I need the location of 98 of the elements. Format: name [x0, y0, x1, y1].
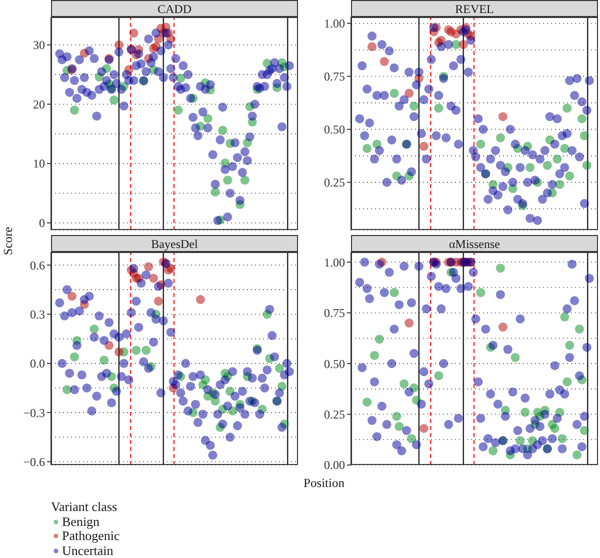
point [174, 106, 183, 115]
y-tick-label: 1.00 [324, 16, 345, 31]
y-tick-label: −0.3 [23, 406, 45, 420]
y-tick-label: 0.0 [30, 356, 45, 371]
point [458, 40, 468, 50]
legend-label: Pathogenic [62, 528, 120, 544]
y-tick-label: 0.75 [324, 306, 345, 320]
y-tick-label: 10 [33, 156, 45, 171]
y-tick-label: 0.75 [324, 70, 345, 84]
point [516, 436, 525, 446]
point [565, 171, 574, 180]
point [90, 324, 99, 334]
point [390, 88, 399, 98]
chart-title: CADD [157, 2, 192, 16]
point [100, 356, 109, 365]
point [574, 324, 584, 334]
point [577, 114, 586, 124]
point [572, 450, 582, 460]
y-axis-title: Score [1, 226, 15, 256]
point [144, 262, 154, 272]
point [132, 346, 141, 355]
point [476, 288, 486, 298]
point [223, 176, 232, 185]
point [520, 408, 530, 417]
point [496, 133, 505, 142]
point [362, 398, 372, 407]
point [496, 264, 505, 273]
point [510, 352, 520, 362]
point [560, 144, 570, 153]
point [240, 176, 250, 185]
point [562, 104, 572, 113]
point [148, 274, 158, 283]
point [498, 322, 508, 332]
y-tick-label: 1.00 [324, 255, 345, 270]
point [419, 142, 428, 151]
point [362, 144, 372, 153]
point [407, 434, 416, 444]
point [67, 292, 77, 301]
chart-title: αMissense [449, 236, 500, 250]
point [498, 112, 508, 122]
legend-label: Benign [62, 514, 100, 529]
point [390, 288, 399, 298]
point [70, 106, 79, 115]
legend-label: Uncertain [62, 542, 114, 558]
point [434, 371, 444, 380]
point [114, 347, 124, 356]
point [580, 131, 589, 140]
point [129, 28, 138, 38]
point [580, 426, 589, 436]
point [560, 312, 570, 322]
point [70, 352, 79, 362]
y-tick-label: 0 [39, 216, 45, 230]
y-tick-label: 20 [33, 97, 45, 112]
x-axis-title: Position [304, 476, 344, 490]
point [476, 140, 486, 149]
point [565, 340, 574, 350]
point [419, 424, 428, 433]
point [434, 104, 444, 113]
y-tick-label: 0.50 [324, 122, 345, 137]
chart-title: BayesDel [151, 236, 198, 250]
point [400, 379, 409, 388]
y-tick-label: 0.00 [324, 458, 345, 472]
point [404, 318, 414, 328]
point [274, 364, 284, 373]
point [203, 114, 212, 123]
y-tick-label: 0.3 [30, 307, 45, 322]
point [210, 188, 220, 197]
chart-title: REVEL [455, 2, 494, 16]
point [404, 88, 414, 98]
point [109, 96, 118, 105]
point [542, 160, 552, 170]
point [154, 296, 163, 306]
point [409, 102, 418, 111]
point [562, 377, 572, 386]
point [550, 424, 560, 433]
point [142, 346, 151, 355]
point [62, 385, 72, 394]
y-tick-label: 0.25 [324, 407, 345, 422]
point [196, 295, 205, 304]
point [370, 350, 379, 360]
y-tick-label: 30 [33, 38, 45, 52]
point [367, 42, 377, 52]
y-tick-label: 0.25 [324, 176, 345, 190]
point [380, 57, 389, 66]
y-tick-label: 0.6 [30, 258, 45, 272]
y-tick-label: −0.6 [23, 454, 45, 469]
point [488, 446, 498, 456]
point [394, 422, 404, 431]
legend-title: Variant class [51, 499, 118, 514]
point [218, 126, 228, 135]
point [526, 162, 535, 172]
point [374, 334, 384, 344]
y-tick-label: 0.50 [324, 356, 345, 371]
point [558, 434, 567, 444]
point [552, 154, 562, 164]
point [392, 412, 402, 421]
point [555, 180, 564, 189]
point [582, 160, 592, 170]
